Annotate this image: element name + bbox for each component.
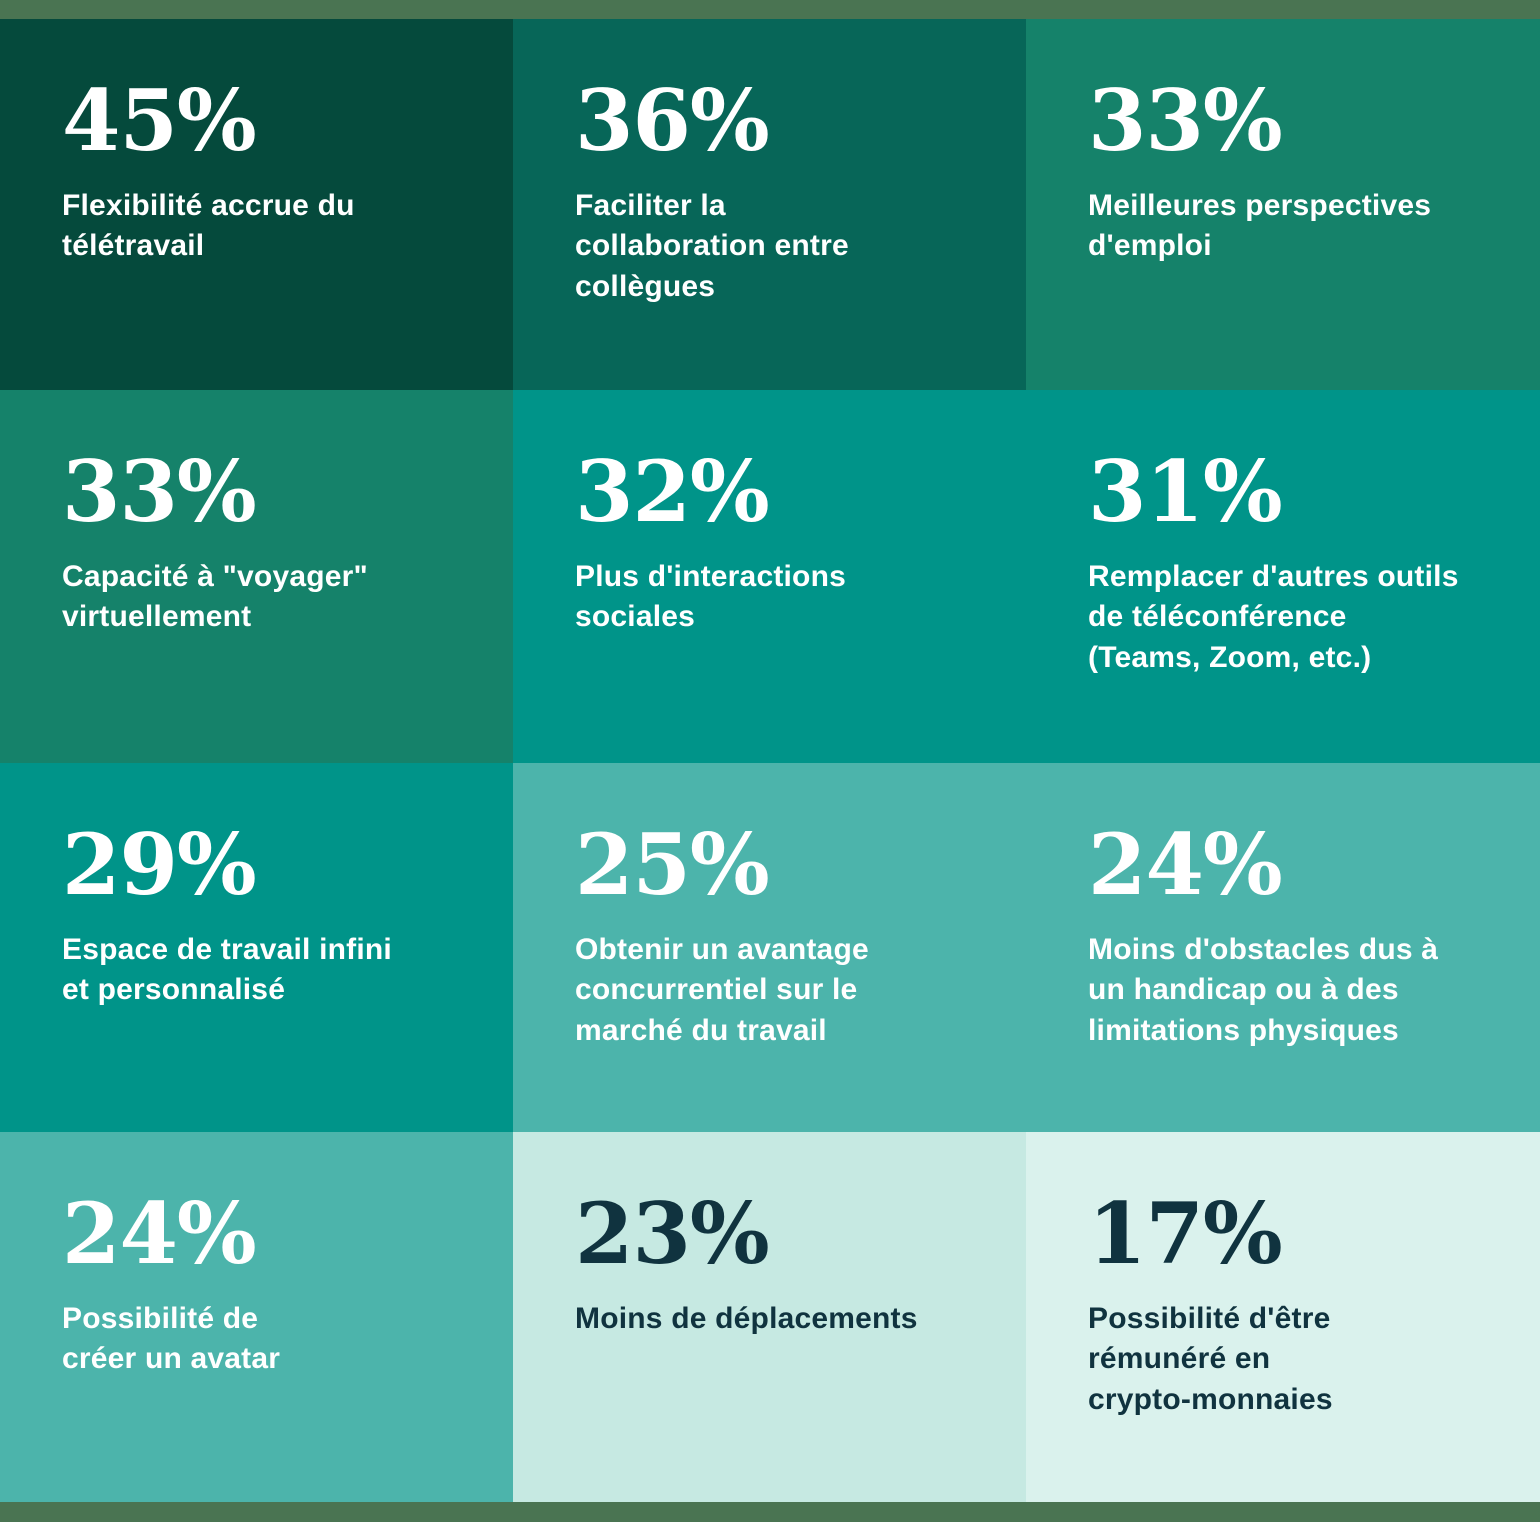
stat-value: 25% — [575, 815, 770, 914]
stat-cell: 17% Possibilité d'être rémunéré en crypt… — [1026, 1132, 1540, 1502]
stat-label: Capacité à "voyager" virtuellement — [62, 559, 368, 634]
stat-cell: 25% Obtenir un avantage concurrentiel su… — [513, 763, 1026, 1132]
stat-label: Espace de travail infini et personnalisé — [62, 932, 392, 1007]
stat-value: 45% — [62, 71, 257, 170]
stat-value: 24% — [62, 1184, 257, 1283]
stat-value: 17% — [1088, 1184, 1283, 1283]
stat-cell: 36% Faciliter la collaboration entre col… — [513, 19, 1026, 390]
stat-value: 32% — [575, 442, 770, 541]
stat-label: Flexibilité accrue du télétravail — [62, 188, 355, 263]
stat-cell: 32% Plus d'interactions sociales — [513, 390, 1026, 763]
stat-value: 29% — [62, 815, 257, 914]
stat-value: 31% — [1088, 442, 1283, 541]
stat-cell: 45% Flexibilité accrue du télétravail — [0, 19, 513, 390]
stat-cell: 29% Espace de travail infini et personna… — [0, 763, 513, 1132]
stat-label: Possibilité d'être rémunéré en crypto-mo… — [1088, 1301, 1333, 1416]
stat-value: 36% — [575, 71, 770, 170]
stat-cell: 23% Moins de déplacements — [513, 1132, 1026, 1502]
stat-cell: 24% Possibilité de créer un avatar — [0, 1132, 513, 1502]
stat-label: Meilleures perspectives d'emploi — [1088, 188, 1432, 263]
stat-label: Plus d'interactions sociales — [575, 559, 846, 634]
bottom-border-strip — [0, 1502, 1540, 1522]
stat-label: Moins d'obstacles dus à un handicap ou à… — [1088, 932, 1439, 1047]
stat-value: 33% — [62, 442, 257, 541]
stat-label: Obtenir un avantage concurrentiel sur le… — [575, 932, 869, 1047]
stat-label: Faciliter la collaboration entre collègu… — [575, 188, 849, 303]
stat-grid: 45% Flexibilité accrue du télétravail 36… — [0, 19, 1540, 1502]
stat-label: Possibilité de créer un avatar — [62, 1301, 281, 1376]
stat-value: 23% — [575, 1184, 770, 1283]
stat-label: Moins de déplacements — [575, 1301, 918, 1335]
top-border-strip — [0, 0, 1540, 19]
stat-value: 24% — [1088, 815, 1283, 914]
stat-cell: 33% Capacité à "voyager" virtuellement — [0, 390, 513, 763]
stat-label: Remplacer d'autres outils de téléconfére… — [1088, 559, 1459, 674]
stat-cell: 31% Remplacer d'autres outils de télécon… — [1026, 390, 1540, 763]
stat-cell: 24% Moins d'obstacles dus à un handicap … — [1026, 763, 1540, 1132]
stat-value: 33% — [1088, 71, 1283, 170]
stat-cell: 33% Meilleures perspectives d'emploi — [1026, 19, 1540, 390]
